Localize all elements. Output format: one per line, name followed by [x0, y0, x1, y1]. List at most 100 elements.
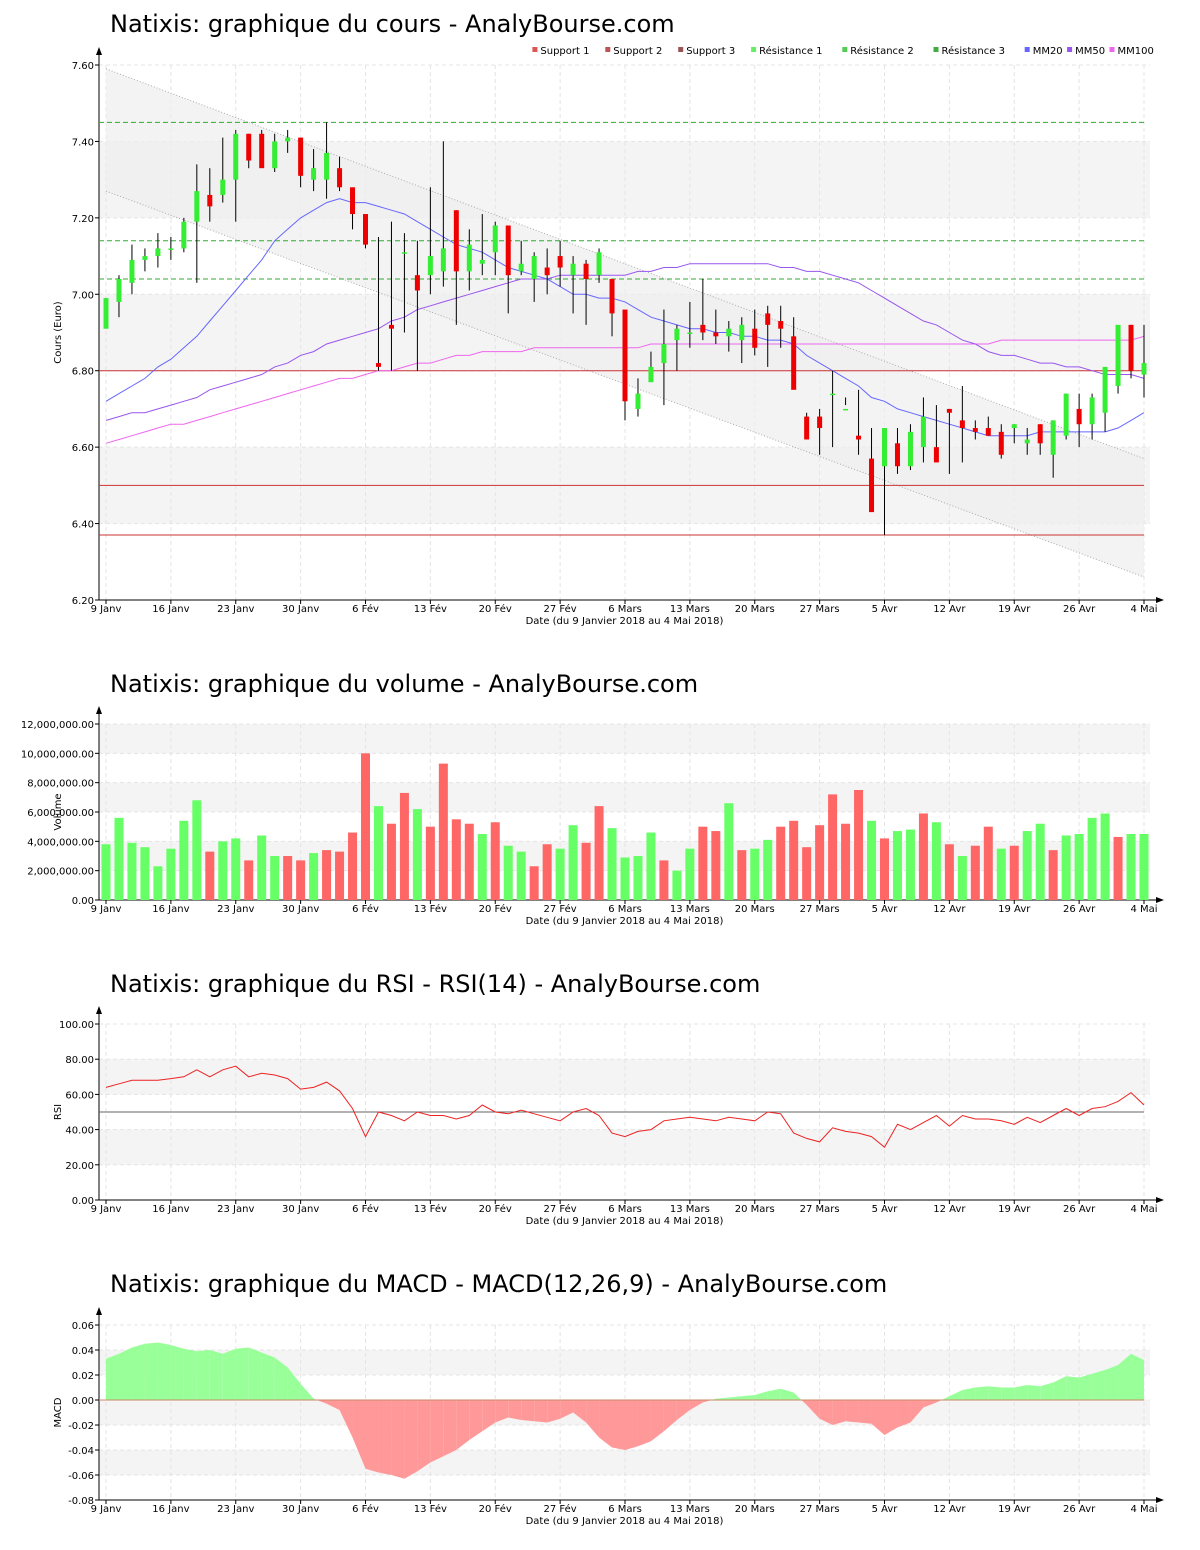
macd-area-segment [287, 1367, 301, 1400]
legend-swatch [678, 47, 684, 52]
volume-bar [568, 825, 578, 900]
volume-bar [399, 792, 409, 900]
rsi-chart-panel: Natixis: graphique du RSI - RSI(14) - An… [0, 960, 1200, 1240]
macd-area-segment [936, 1400, 942, 1403]
y-tick-label: -0.08 [68, 1496, 94, 1507]
volume-bar [1113, 836, 1123, 900]
candle-body [661, 343, 667, 364]
macd-area-segment [209, 1350, 223, 1400]
macd-area-segment [884, 1400, 898, 1435]
x-tick-label: 27 Fév [544, 603, 577, 615]
macd-area-segment [248, 1347, 262, 1400]
y-tick-label: 80.00 [65, 1055, 94, 1066]
y-tick-label: 6.80 [72, 367, 94, 378]
volume-bar [296, 860, 306, 900]
x-tick-label: 27 Fév [544, 903, 577, 915]
volume-bar [776, 826, 786, 900]
volume-bar [737, 850, 747, 900]
volume-bar [1061, 835, 1071, 900]
legend-swatch [842, 47, 848, 52]
macd-area-segment [819, 1400, 833, 1425]
volume-bar [361, 753, 370, 900]
x-tick-label: 19 Avr [998, 904, 1031, 915]
x-tick-label: 5 Avr [872, 604, 899, 615]
candle-body [1024, 439, 1030, 444]
volume-bar [516, 851, 526, 900]
volume-bar [555, 848, 565, 900]
legend-swatch [1109, 47, 1115, 52]
candle-body [168, 248, 174, 250]
x-tick-label: 13 Fév [414, 903, 447, 915]
macd-area-segment [1092, 1370, 1106, 1400]
x-tick-label: 30 Janv [282, 904, 319, 915]
x-tick-label: 6 Mars [608, 604, 642, 615]
macd-area-segment [222, 1348, 236, 1400]
candle-body [1141, 363, 1147, 375]
candle-body [479, 259, 485, 264]
x-tick-label: 30 Janv [282, 604, 319, 615]
x-tick-label: 6 Mars [608, 904, 642, 915]
volume-bar [983, 826, 993, 900]
x-axis-title: Date (du 9 Janvier 2018 au 4 Mai 2018) [526, 616, 724, 627]
y-tick-label: -0.04 [68, 1446, 94, 1457]
x-tick-label: 13 Fév [414, 1503, 447, 1515]
macd-area-segment [326, 1400, 340, 1410]
candle-body [687, 332, 693, 334]
candle-body [985, 428, 991, 436]
macd-area-segment [625, 1400, 638, 1450]
candle-body [246, 133, 252, 161]
y-tick-label: 12,000,000.00 [21, 720, 94, 731]
candle-body [505, 225, 511, 276]
candle-body [116, 279, 122, 302]
legend-label: Résistance 2 [850, 45, 913, 57]
x-axis-title: Date (du 9 Janvier 2018 au 4 Mai 2018) [526, 1516, 724, 1527]
volume-bar [698, 826, 708, 900]
x-tick-label: 6 Fév [352, 1503, 379, 1515]
volume-bar [581, 842, 591, 900]
x-tick-label: 4 Mai [1130, 604, 1157, 615]
macd-area-segment [871, 1400, 885, 1435]
macd-area-segment [728, 1396, 742, 1400]
y-tick-label: 0.00 [72, 896, 94, 907]
y-axis-title: Volume [53, 793, 64, 830]
y-tick-label: 2,000,000.00 [27, 867, 94, 878]
macd-area-segment [183, 1348, 197, 1400]
candle-body [1037, 424, 1043, 444]
candle-body [285, 137, 291, 142]
x-tick-label: 9 Janv [91, 904, 122, 915]
macd-area-segment [949, 1390, 963, 1400]
x-tick-label: 23 Janv [217, 904, 254, 915]
x-tick-label: 23 Janv [217, 1504, 254, 1515]
macd-area-segment [534, 1400, 548, 1423]
volume-bar [244, 860, 254, 900]
x-tick-label: 20 Fév [479, 1203, 512, 1215]
volume-bar [1087, 817, 1097, 900]
volume-bar [724, 803, 734, 900]
candle-body [869, 458, 875, 513]
candle-body [129, 259, 135, 283]
x-tick-label: 27 Mars [800, 1204, 840, 1215]
candle-body [778, 321, 784, 329]
x-tick-label: 5 Avr [872, 1504, 899, 1515]
macd-area-segment [1001, 1387, 1015, 1400]
candle-body [155, 248, 161, 257]
volume-bar [594, 806, 604, 900]
candle-body [726, 328, 732, 337]
candle-body [1076, 408, 1082, 425]
x-tick-label: 20 Fév [479, 603, 512, 615]
volume-bar [205, 851, 215, 900]
macd-chart-panel: Natixis: graphique du MACD - MACD(12,26,… [0, 1260, 1200, 1550]
macd-area-segment [586, 1400, 600, 1438]
y-tick-label: 0.06 [72, 1321, 94, 1332]
macd-area-segment [689, 1400, 703, 1410]
macd-area-segment [780, 1388, 794, 1400]
candle-body [492, 225, 498, 253]
macd-area-segment [391, 1400, 405, 1479]
macd-area-segment [767, 1388, 781, 1400]
candle-body [453, 210, 459, 272]
volume-chart: 0.00 2,000,000.00 4,000,000.00 6,000,000.00… [21, 706, 1164, 927]
macd-area-segment [715, 1397, 729, 1400]
candle-body [933, 447, 939, 463]
x-tick-label: 27 Fév [544, 1503, 577, 1515]
macd-area-segment [417, 1400, 431, 1472]
